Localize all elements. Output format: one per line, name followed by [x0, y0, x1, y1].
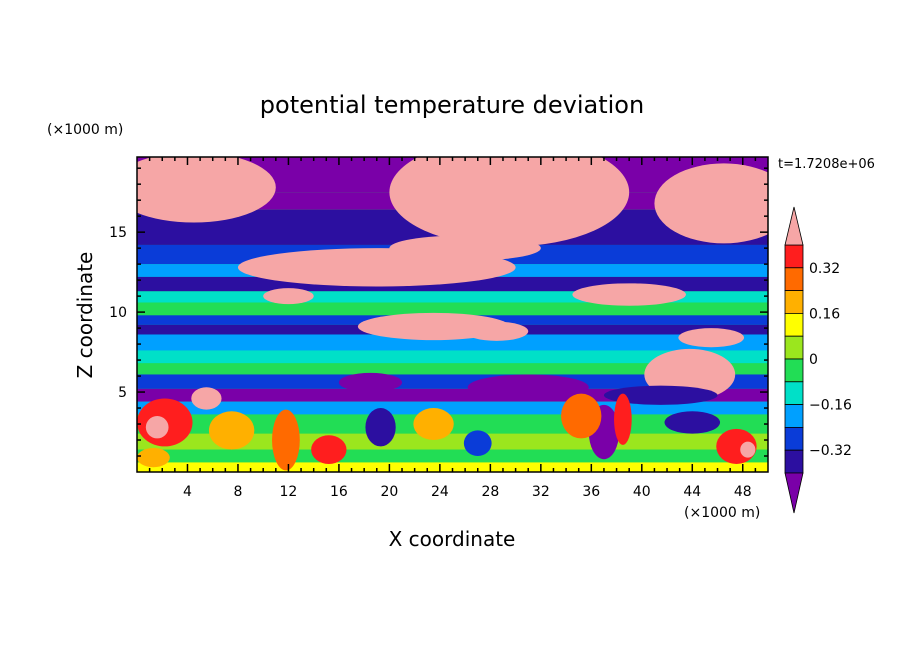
plot-area — [137, 157, 768, 472]
contour-region — [678, 328, 745, 348]
contour-region — [263, 288, 314, 305]
colorbar-lower-arrow — [784, 472, 804, 514]
contour-region — [654, 163, 768, 244]
contour-band — [137, 350, 768, 364]
contour-region — [137, 157, 276, 223]
contour-region — [365, 408, 396, 447]
colorbar-segment — [784, 358, 804, 383]
contour-region — [572, 283, 686, 306]
x-tick-label: 16 — [330, 484, 348, 500]
colorbar-segment — [784, 404, 804, 428]
contour-region — [614, 393, 632, 445]
x-tick-label: 12 — [280, 484, 298, 500]
y-tick-label: 5 — [118, 385, 127, 401]
time-label: t=1.7208e+06 — [778, 157, 875, 172]
contour-region — [413, 408, 454, 441]
contour-region — [338, 372, 403, 393]
x-unit-label: (×1000 m) — [684, 505, 760, 521]
x-tick-label: 32 — [532, 484, 550, 500]
colorbar-segment — [784, 290, 804, 314]
contour-region — [467, 374, 589, 401]
colorbar-tick-label: 0 — [809, 352, 818, 368]
colorbar-segment — [784, 244, 804, 269]
contour-region — [272, 409, 300, 471]
contour-band — [137, 291, 768, 303]
y-unit-label: (×1000 m) — [47, 122, 123, 138]
x-tick-label: 4 — [183, 484, 192, 500]
colorbar-segment — [784, 335, 804, 360]
x-axis-label: X coordinate — [389, 527, 516, 551]
contour-band — [137, 334, 768, 351]
contour-region — [465, 321, 529, 341]
contour-band — [137, 363, 768, 375]
colorbar-upper-arrow — [784, 206, 804, 246]
x-tick-label: 24 — [431, 484, 449, 500]
colorbar-segment — [784, 381, 804, 405]
y-tick-label: 10 — [109, 305, 127, 321]
x-tick-label: 48 — [734, 484, 752, 500]
contour-region — [664, 411, 721, 434]
y-tick-label: 15 — [109, 225, 127, 241]
colorbar-segment — [784, 426, 804, 451]
contour-region — [389, 235, 541, 261]
contour-region — [137, 448, 170, 468]
colorbar-segment — [784, 312, 804, 337]
contour-region — [208, 411, 255, 450]
contour-band — [137, 374, 768, 389]
colorbar-tick-label: 0.32 — [809, 261, 840, 277]
contour-region — [389, 157, 630, 247]
contour-region — [740, 441, 756, 458]
contour-region — [561, 393, 602, 439]
x-tick-label: 40 — [633, 484, 651, 500]
colorbar-tick-label: −0.16 — [809, 398, 852, 414]
y-axis-label: Z coordinate — [73, 252, 97, 379]
contour-region — [463, 430, 492, 457]
contour-band — [137, 302, 768, 316]
colorbar-segment — [784, 449, 804, 474]
x-tick-label: 8 — [233, 484, 242, 500]
colorbar-tick-label: 0.16 — [809, 306, 840, 322]
contour-region — [191, 387, 222, 410]
contour-region — [603, 385, 718, 405]
x-tick-label: 44 — [683, 484, 701, 500]
chart-title: potential temperature deviation — [260, 91, 644, 119]
colorbar-tick-label: −0.32 — [809, 443, 852, 459]
x-tick-label: 20 — [380, 484, 398, 500]
colorbar-segment — [784, 267, 804, 291]
contour-band — [137, 462, 768, 472]
contour-region — [145, 416, 169, 439]
contour-band — [137, 449, 768, 463]
contour-region — [311, 435, 347, 465]
x-tick-label: 28 — [481, 484, 499, 500]
x-tick-label: 36 — [582, 484, 600, 500]
